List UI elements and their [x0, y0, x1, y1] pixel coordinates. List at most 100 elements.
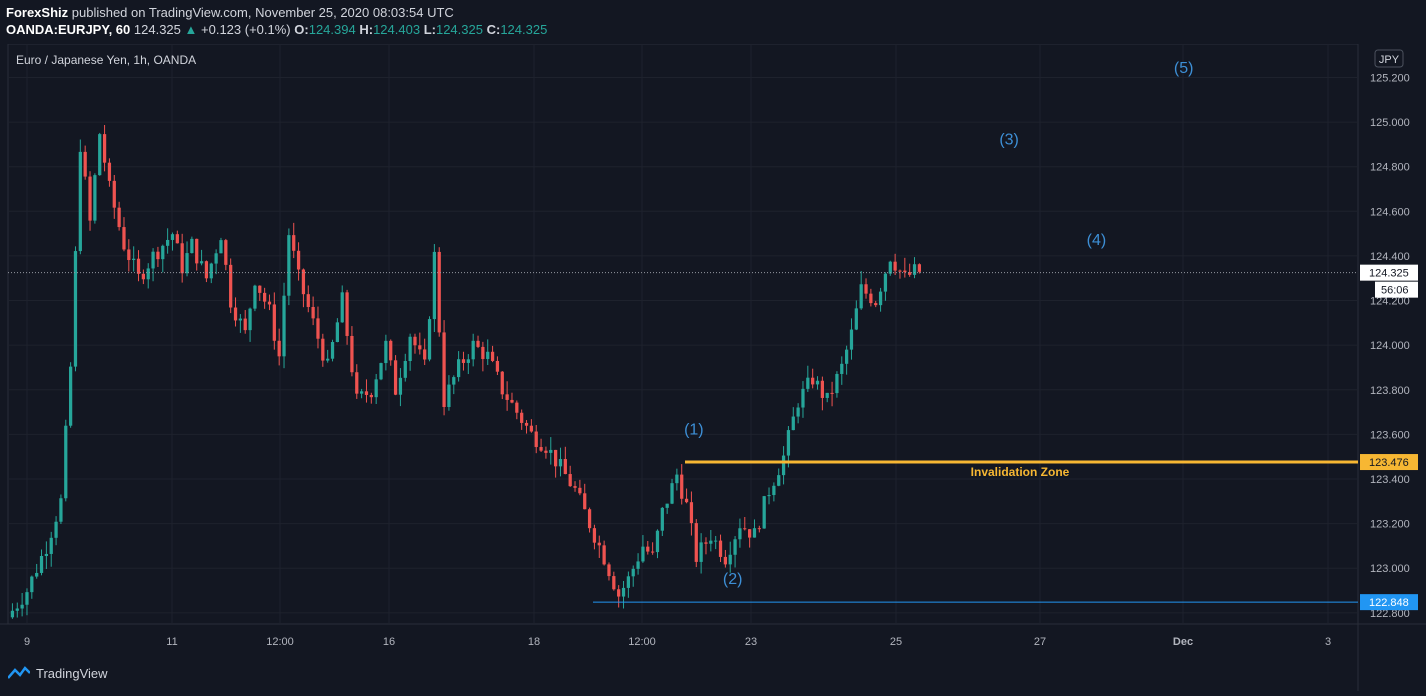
price-axis[interactable]: 122.800 123.000 123.200 123.400 123.600 123.8…: [1360, 72, 1418, 620]
candle-body: [364, 391, 369, 395]
brand-name[interactable]: TradingView: [36, 665, 108, 681]
price-chart[interactable]: Invalidation Zone (1) (2) (3) (4) (5) 122.800…: [0, 43, 1426, 691]
candle-body: [481, 346, 485, 359]
price-tick-label: 124.200: [1370, 296, 1410, 308]
candle-body: [466, 359, 470, 363]
time-axis[interactable]: 9 11 12:00 16 18 12:00 23 25 27 Dec 3: [24, 636, 1331, 648]
candle-body: [98, 134, 102, 176]
candle-body: [757, 528, 761, 530]
candle-body: [670, 483, 674, 504]
candle-body: [432, 251, 436, 320]
tradingview-logo-icon[interactable]: [8, 666, 30, 680]
price-tick-label: 125.000: [1370, 117, 1410, 129]
candle-body: [20, 604, 24, 609]
time-tick-label: 3: [1325, 636, 1331, 648]
candle-body: [723, 556, 727, 565]
candle-body: [626, 576, 630, 588]
candle-body: [534, 431, 538, 448]
candle-body: [277, 340, 281, 357]
candle-body: [59, 498, 63, 522]
candle-body: [573, 486, 577, 488]
wave-label: (4): [1087, 232, 1107, 249]
candle-body: [883, 273, 888, 292]
candle-body: [69, 366, 73, 426]
candle-body: [418, 345, 422, 350]
candle-body: [704, 542, 708, 544]
candle-body: [898, 270, 902, 272]
price-tick-label: 123.200: [1370, 519, 1410, 531]
candle-body: [224, 240, 228, 265]
candle-body: [156, 251, 160, 260]
price-tick-label: 123.000: [1370, 563, 1410, 575]
candle-body: [360, 391, 364, 394]
candle-body: [253, 285, 257, 309]
candle-body: [437, 251, 441, 333]
candle-body: [917, 264, 921, 272]
drawings[interactable]: Invalidation Zone (1) (2) (3) (4) (5): [8, 60, 1358, 603]
candle-body: [112, 180, 116, 208]
publish-info: ForexShiz published on TradingView.com, …: [6, 5, 454, 20]
candle-body: [748, 529, 752, 538]
candle-body: [175, 234, 179, 244]
candle-body: [524, 422, 529, 426]
candle-body: [675, 474, 679, 484]
candle-body: [781, 455, 786, 476]
high-value: 124.403: [373, 22, 421, 37]
wave-label: (2): [723, 571, 743, 588]
candle-body: [185, 253, 189, 274]
candle-body: [49, 537, 53, 554]
candle-body: [869, 293, 873, 304]
candle-body: [393, 360, 398, 395]
candle-body: [617, 589, 621, 597]
last-price: 124.325: [133, 22, 181, 37]
candle-body: [209, 263, 213, 279]
time-tick-label: 23: [745, 636, 757, 648]
author-name[interactable]: ForexShiz: [6, 5, 69, 20]
candle-body: [44, 553, 48, 556]
candle-body: [195, 238, 199, 264]
candle-body: [166, 239, 170, 246]
invalidation-price-label: 123.476: [1369, 457, 1409, 469]
candle-body: [93, 175, 97, 221]
candle-body: [64, 425, 68, 499]
wave-label: (3): [999, 131, 1019, 148]
invalidation-price-badge: [1360, 454, 1418, 471]
candle-body: [146, 268, 150, 280]
currency-badge[interactable]: JPY: [1379, 54, 1400, 66]
candle-body: [874, 303, 878, 306]
candle-body: [849, 329, 854, 350]
candle-body: [78, 151, 82, 252]
candle-body: [786, 430, 791, 456]
candle-body: [423, 349, 427, 360]
currency-badge-box[interactable]: [1374, 49, 1404, 68]
candle-body: [636, 561, 640, 569]
chart-area[interactable]: Invalidation Zone (1) (2) (3) (4) (5) 122.800…: [0, 43, 1426, 691]
candle-body: [476, 340, 480, 347]
plot-frame: [7, 43, 1359, 625]
candle-body: [602, 545, 606, 565]
candle-body: [311, 306, 315, 319]
candle-body: [136, 258, 141, 274]
current-price-label: 124.325: [1369, 268, 1409, 280]
candle-body: [180, 243, 184, 274]
candle-body: [820, 380, 824, 398]
candle-body: [592, 528, 597, 543]
current-price-badge: [1360, 264, 1418, 281]
candle-body: [403, 360, 407, 378]
candle-body: [510, 399, 514, 403]
candle-body: [864, 284, 868, 294]
candle-body: [529, 425, 533, 432]
candle-body: [141, 273, 145, 280]
candle-body: [83, 151, 87, 177]
candle-body: [718, 540, 723, 557]
price-tick-label: 123.400: [1370, 474, 1410, 486]
candle-body: [743, 528, 747, 530]
candle-body: [684, 498, 689, 503]
time-tick-label: 12:00: [266, 636, 294, 648]
high-label: H:: [359, 22, 374, 37]
candle-body: [859, 284, 863, 309]
candle-body: [505, 394, 509, 400]
chart-title: Euro / Japanese Yen, 1h, OANDA: [16, 53, 196, 67]
candle-body: [452, 377, 456, 385]
candle-body: [326, 358, 330, 361]
